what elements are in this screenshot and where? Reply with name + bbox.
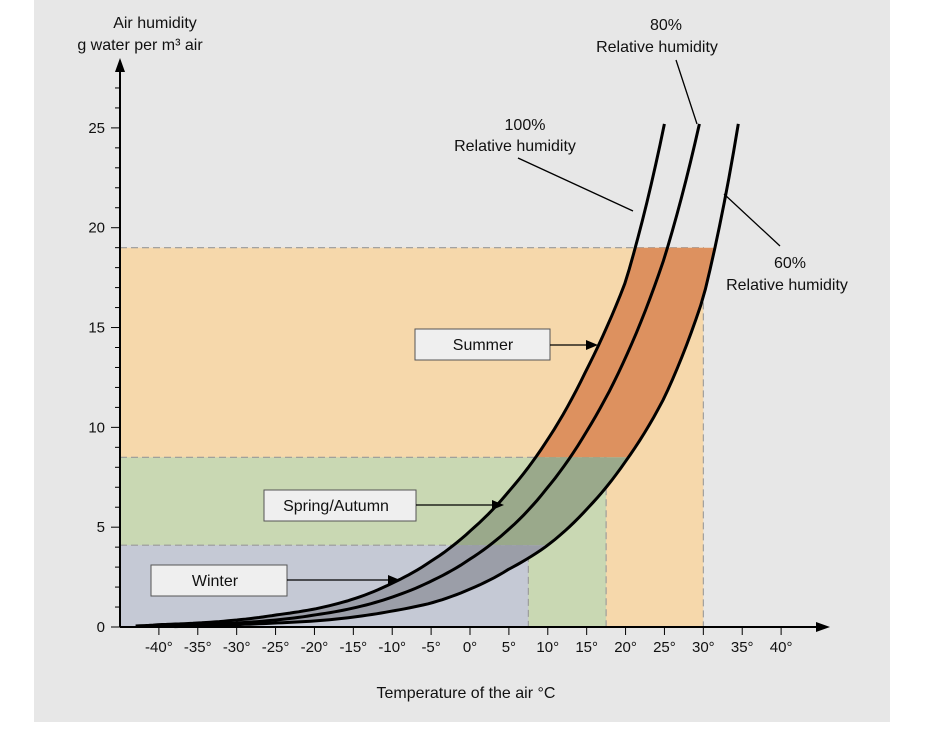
label-60-percent: 60% bbox=[774, 255, 806, 272]
summer-label: Summer bbox=[414, 328, 598, 361]
label-100-percent: 100% bbox=[505, 117, 546, 134]
season-bands bbox=[135, 247, 715, 627]
spring-autumn-label-text: Spring/Autumn bbox=[283, 498, 389, 515]
humidity-curves bbox=[135, 123, 740, 629]
label-80-percent: 80% bbox=[650, 17, 682, 34]
label-100-relative-humidity: Relative humidity bbox=[454, 138, 576, 155]
summer-label-text: Summer bbox=[453, 337, 514, 354]
leader-100 bbox=[517, 157, 634, 212]
curve-100-percent bbox=[135, 123, 666, 628]
spring-autumn-label: Spring/Autumn bbox=[263, 489, 504, 522]
region-boundary-summer bbox=[120, 247, 704, 627]
spring-autumn-band bbox=[453, 457, 629, 546]
curve-80-percent bbox=[158, 123, 701, 628]
x-tick-label: -40° bbox=[145, 639, 173, 656]
x-tick-label: -20° bbox=[301, 639, 329, 656]
x-tick-label: 35° bbox=[731, 639, 754, 656]
x-tick-label: 10° bbox=[536, 639, 559, 656]
y-tick-label: 0 bbox=[97, 619, 105, 636]
x-tick-label: -15° bbox=[339, 639, 367, 656]
x-tick-label: 0° bbox=[463, 639, 477, 656]
x-tick-label: -30° bbox=[223, 639, 251, 656]
axes: 0 5 10 15 20 25 -40° -35° -30° -25° -20° -15° -10° -5… bbox=[88, 58, 830, 656]
y-axis-title-line-1: Air humidity bbox=[113, 15, 197, 32]
y-tick-label: 5 bbox=[97, 519, 105, 536]
x-tick-label: 20° bbox=[614, 639, 637, 656]
y-tick-label: 20 bbox=[88, 220, 105, 237]
winter-label-text: Winter bbox=[192, 573, 239, 590]
label-80-relative-humidity: Relative humidity bbox=[596, 39, 718, 56]
x-tick-label: 30° bbox=[692, 639, 715, 656]
chart-labels: Air humidity g water per m³ air Temperat… bbox=[77, 15, 848, 702]
y-tick-label: 15 bbox=[88, 320, 105, 337]
y-axis-title-line-2: g water per m³ air bbox=[77, 37, 203, 54]
leader-60 bbox=[723, 193, 781, 247]
x-tick-label: -35° bbox=[184, 639, 212, 656]
x-tick-label: 40° bbox=[770, 639, 793, 656]
x-tick-label: 5° bbox=[502, 639, 516, 656]
x-tick-label: -25° bbox=[262, 639, 290, 656]
y-tick-label: 10 bbox=[88, 419, 105, 436]
x-axis-title: Temperature of the air °C bbox=[377, 685, 556, 702]
x-tick-label: 15° bbox=[575, 639, 598, 656]
x-tick-label: -5° bbox=[421, 639, 440, 656]
summer-band bbox=[535, 247, 715, 458]
x-tick-label: -10° bbox=[378, 639, 406, 656]
leader-80 bbox=[675, 59, 698, 125]
y-axis-arrow bbox=[115, 58, 125, 72]
curve-60-percent bbox=[174, 123, 740, 629]
x-tick-label: 25° bbox=[653, 639, 676, 656]
winter-label: Winter bbox=[150, 564, 400, 597]
x-axis-arrow bbox=[816, 622, 830, 632]
y-tick-label: 25 bbox=[88, 120, 105, 137]
winter-band bbox=[135, 545, 548, 627]
label-60-relative-humidity: Relative humidity bbox=[726, 277, 848, 294]
